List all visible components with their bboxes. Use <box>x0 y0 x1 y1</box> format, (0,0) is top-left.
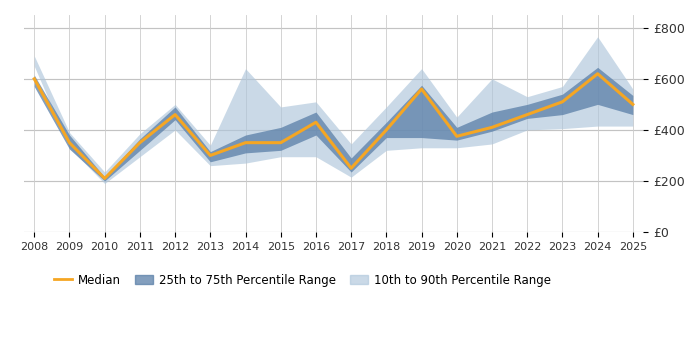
Legend: Median, 25th to 75th Percentile Range, 10th to 90th Percentile Range: Median, 25th to 75th Percentile Range, 1… <box>50 269 555 291</box>
